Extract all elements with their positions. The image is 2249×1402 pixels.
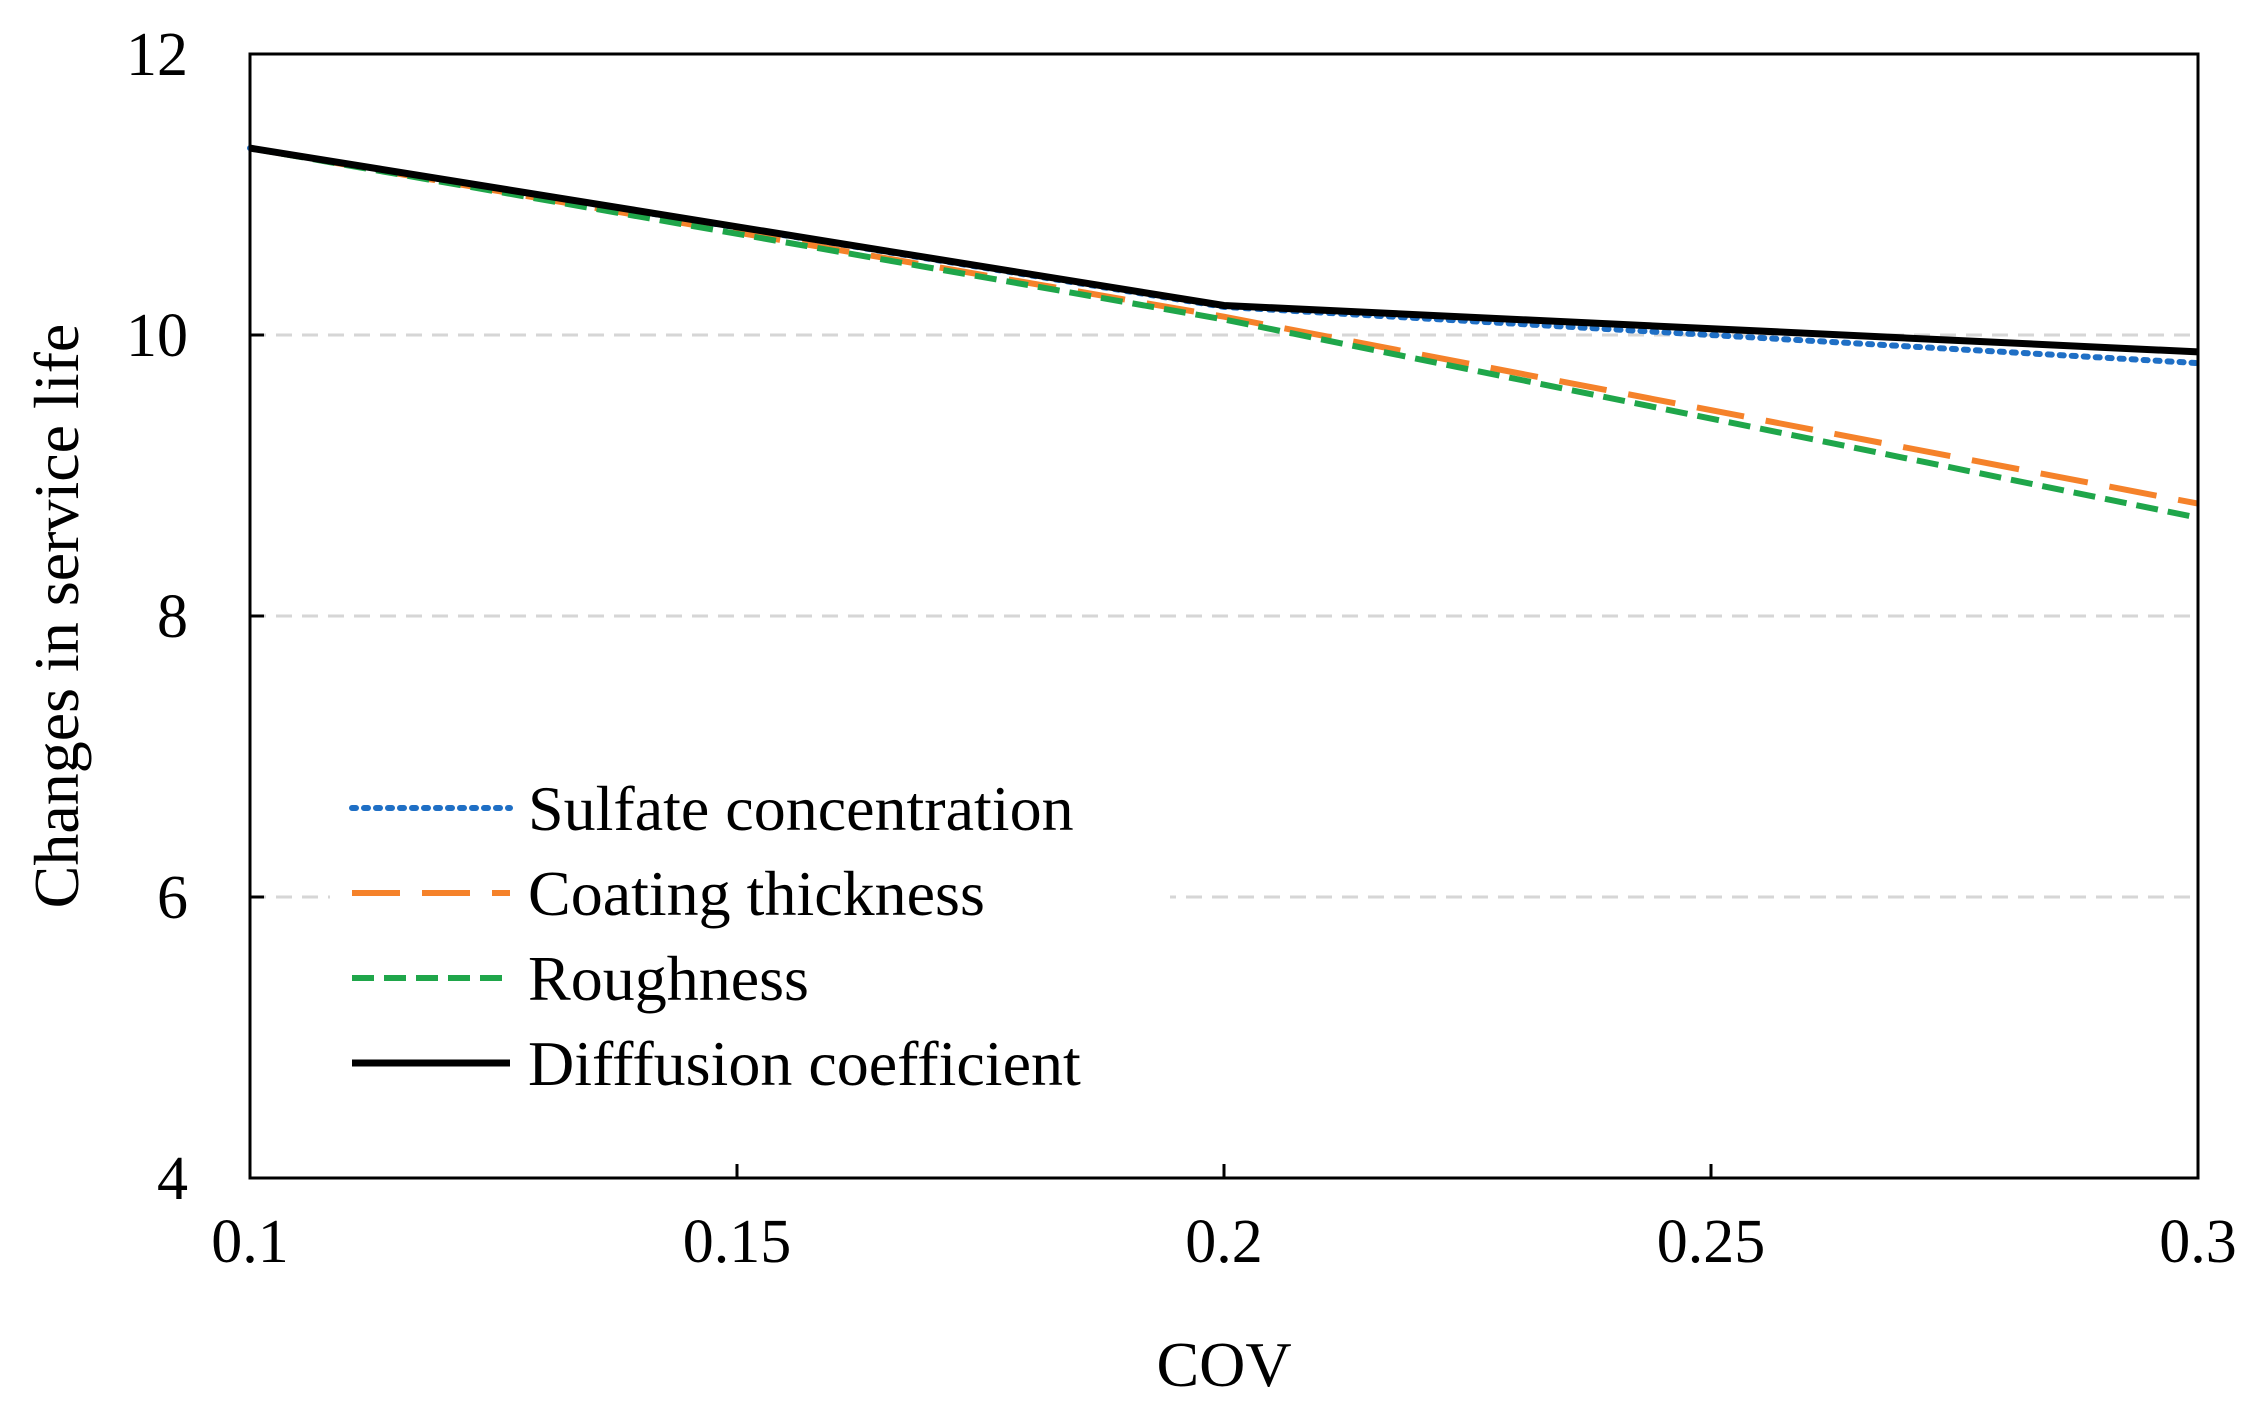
x-tick-label: 0.25	[1657, 1208, 1766, 1276]
x-tick-label: 0.3	[2159, 1208, 2237, 1276]
series-layer	[247, 144, 2201, 521]
x-axis-title: COV	[1156, 1329, 1291, 1400]
legend: Sulfate concentration Coating thickness Ro…	[349, 773, 1081, 1099]
y-tick-label: 6	[157, 864, 188, 932]
x-tick-label: 0.1	[211, 1208, 289, 1276]
y-tick-label: 4	[157, 1145, 188, 1213]
series-line-difffusion-coefficient	[249, 144, 2199, 356]
y-tick-label: 10	[126, 302, 188, 370]
legend-box	[330, 760, 1170, 1130]
legend-background	[330, 760, 1170, 1130]
tick-layer: 0.1 0.15 0.2 0.25 0.3 4 6 8 10 12	[126, 21, 2237, 1276]
y-tick-label: 8	[157, 583, 188, 651]
x-tick-label: 0.2	[1185, 1208, 1263, 1276]
legend-label: Sulfate concentration	[528, 773, 1074, 844]
x-tick-label: 0.15	[683, 1208, 792, 1276]
legend-label: Difffusion coefficient	[528, 1028, 1081, 1099]
series-line-coating-thickness	[249, 145, 2199, 507]
legend-label: Coating thickness	[528, 858, 985, 929]
series-line-roughness	[249, 145, 2199, 521]
legend-label: Roughness	[528, 943, 809, 1014]
y-tick-label: 12	[126, 21, 188, 89]
y-axis-title: Changes in service life	[21, 324, 92, 909]
